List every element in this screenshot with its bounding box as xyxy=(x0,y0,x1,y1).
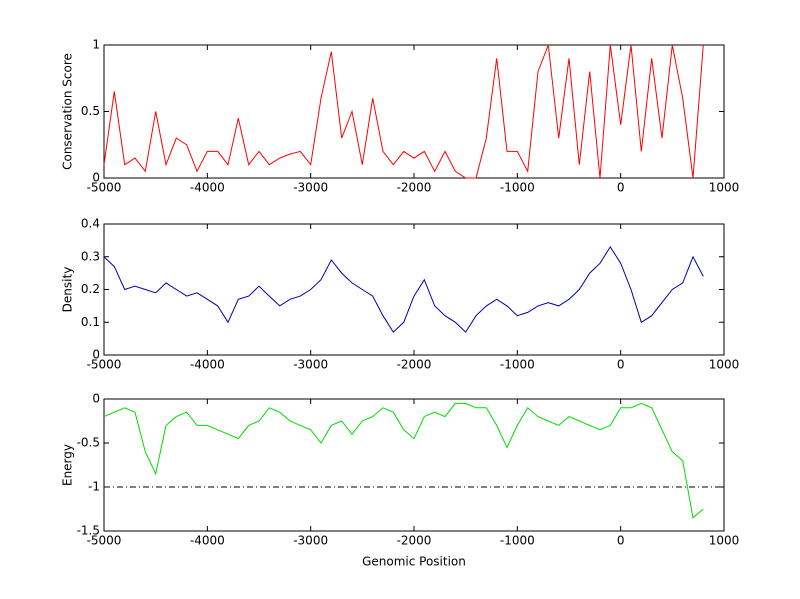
x-tick-label: 0 xyxy=(617,534,625,548)
y-tick-label: 0.2 xyxy=(81,282,100,296)
data-line xyxy=(103,44,704,179)
x-tick-label: -5000 xyxy=(87,534,122,548)
x-tick-label: 1000 xyxy=(709,358,740,372)
y-axis-label: Conservation Score xyxy=(61,53,75,170)
x-tick-label: -3000 xyxy=(293,181,328,195)
x-tick-label: -4000 xyxy=(190,534,225,548)
y-tick-label: -1.5 xyxy=(77,524,100,538)
y-tick-label: -1 xyxy=(88,480,100,494)
axes-box xyxy=(103,44,725,179)
y-tick-label: 0 xyxy=(92,348,100,362)
x-tick-label: -2000 xyxy=(397,358,432,372)
y-axis-label: Energy xyxy=(61,444,75,486)
x-tick-label: -3000 xyxy=(293,534,328,548)
x-tick-label: -3000 xyxy=(293,358,328,372)
x-tick-label: -1000 xyxy=(500,181,535,195)
x-tick-label: -4000 xyxy=(190,358,225,372)
data-line xyxy=(103,245,704,333)
x-tick-label: -4000 xyxy=(190,181,225,195)
x-tick-label: 1000 xyxy=(709,534,740,548)
y-tick-label: -0.5 xyxy=(77,436,100,450)
x-tick-label: -5000 xyxy=(87,181,122,195)
x-tick-label: -2000 xyxy=(397,181,432,195)
y-tick-label: 0.5 xyxy=(81,104,100,118)
x-tick-label: 0 xyxy=(617,181,625,195)
x-tick-label: -1000 xyxy=(500,358,535,372)
y-tick-label: 0.1 xyxy=(81,315,100,329)
y-tick-label: 0 xyxy=(92,171,100,185)
x-tick-label: 0 xyxy=(617,358,625,372)
y-tick-label: 1 xyxy=(92,38,100,52)
y-tick-label: 0.3 xyxy=(81,249,100,263)
x-tick-label: -5000 xyxy=(87,358,122,372)
y-tick-label: 0 xyxy=(92,392,100,406)
x-tick-label: 1000 xyxy=(709,181,740,195)
x-axis-label: Genomic Position xyxy=(362,555,466,569)
y-axis-label: Density xyxy=(61,267,75,313)
x-tick-label: -2000 xyxy=(397,534,432,548)
x-tick-label: -1000 xyxy=(500,534,535,548)
data-line xyxy=(103,402,704,519)
axes-box xyxy=(103,398,725,532)
y-tick-label: 0.4 xyxy=(81,217,100,231)
